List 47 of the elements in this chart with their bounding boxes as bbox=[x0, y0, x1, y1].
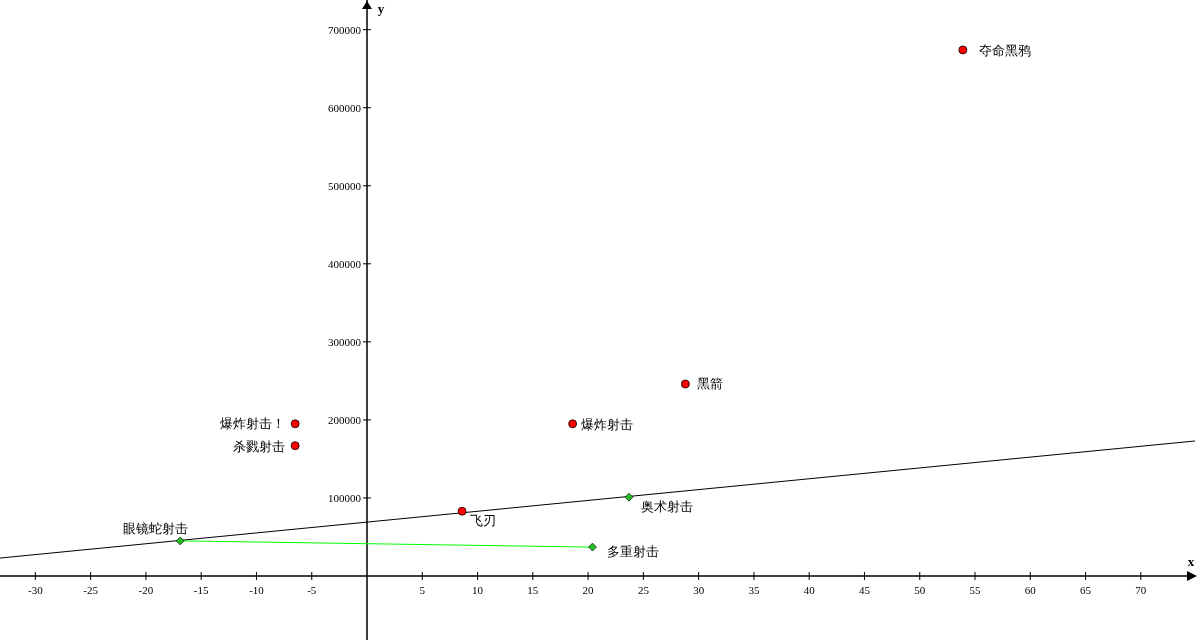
x-axis-title: x bbox=[1187, 554, 1195, 569]
x-tick-label: 50 bbox=[914, 584, 926, 596]
x-tick-label: -10 bbox=[249, 584, 265, 596]
x-tick-label: -20 bbox=[138, 584, 154, 596]
y-tick-label: 700000 bbox=[328, 23, 362, 36]
x-tick-label: 10 bbox=[472, 584, 484, 596]
y-tick-label: 300000 bbox=[328, 335, 362, 348]
annotation: 爆炸射击 bbox=[580, 416, 633, 432]
x-tick-label: 70 bbox=[1135, 584, 1147, 596]
annotation: 飞刃 bbox=[470, 513, 497, 529]
annotation: 奥术射击 bbox=[641, 499, 694, 515]
annotation: 夺命黑鸦 bbox=[978, 42, 1031, 58]
x-tick-label: -25 bbox=[83, 584, 99, 596]
x-tick-label: 55 bbox=[969, 584, 982, 596]
x-tick-label: 25 bbox=[637, 584, 650, 596]
annotation: 多重射击 bbox=[606, 544, 659, 560]
annotation: 眼镜蛇射击 bbox=[123, 520, 189, 536]
annotation: 爆炸射击！ bbox=[220, 415, 286, 431]
annotation: 杀戮射击 bbox=[233, 438, 286, 454]
x-tick-label: 20 bbox=[582, 584, 595, 596]
y-tick-label: 400000 bbox=[328, 257, 362, 270]
point bbox=[457, 506, 467, 516]
point bbox=[588, 542, 597, 552]
y-tick-label: 500000 bbox=[328, 179, 362, 192]
x-tick-label: 40 bbox=[803, 584, 816, 596]
annotation: 黑箭 bbox=[697, 376, 724, 391]
x-tick-label: 5 bbox=[419, 584, 426, 596]
point bbox=[568, 419, 578, 429]
y-axis-title: y bbox=[377, 1, 385, 16]
point bbox=[290, 441, 300, 451]
point bbox=[958, 45, 968, 55]
x-tick-label: 65 bbox=[1080, 584, 1092, 596]
x-tick-label: -30 bbox=[28, 584, 44, 596]
x-tick-label: 15 bbox=[527, 584, 539, 596]
y-tick-label: 100000 bbox=[328, 491, 362, 504]
x-tick-label: 30 bbox=[693, 584, 705, 596]
y-tick-label: 200000 bbox=[328, 413, 362, 426]
x-tick-label: 45 bbox=[858, 584, 871, 596]
point bbox=[680, 379, 690, 389]
point bbox=[175, 536, 185, 546]
x-tick-label: -15 bbox=[193, 584, 210, 596]
x-tick-label: 60 bbox=[1024, 584, 1037, 596]
point bbox=[290, 419, 300, 429]
y-tick-label: 600000 bbox=[328, 101, 362, 114]
point bbox=[624, 492, 634, 502]
x-tick-label: 35 bbox=[748, 584, 760, 596]
x-tick-label: -5 bbox=[307, 584, 317, 596]
